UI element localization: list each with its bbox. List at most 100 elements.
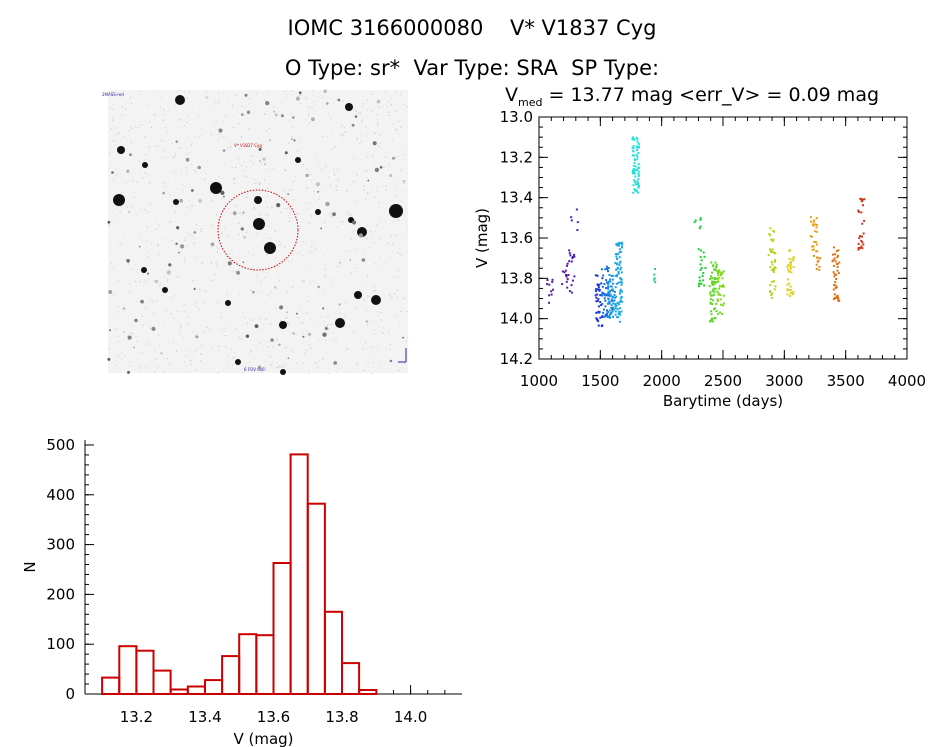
data-point	[771, 248, 774, 251]
noise-dot	[395, 234, 397, 236]
noise-dot	[376, 121, 379, 123]
data-point	[551, 280, 554, 283]
noise-dot	[270, 240, 272, 242]
data-point	[709, 275, 712, 278]
data-point	[599, 301, 602, 304]
noise-dot	[113, 295, 115, 297]
data-point	[609, 278, 612, 281]
noise-dot	[390, 296, 392, 298]
noise-dot	[200, 367, 202, 369]
data-point	[717, 312, 719, 315]
data-point	[615, 295, 618, 298]
noise-dot	[263, 112, 265, 114]
x-tick-label: 3000	[765, 372, 803, 390]
data-point	[615, 268, 618, 271]
noise-dot	[318, 339, 320, 342]
noise-dot	[326, 135, 328, 137]
noise-dot	[211, 225, 213, 227]
faint-star	[218, 128, 223, 133]
data-point	[575, 208, 578, 211]
noise-dot	[361, 121, 363, 123]
noise-dot	[314, 200, 316, 202]
noise-dot	[175, 188, 177, 190]
data-point	[702, 251, 705, 254]
noise-dot	[135, 167, 137, 169]
noise-dot	[252, 162, 254, 164]
noise-dot	[138, 367, 140, 369]
noise-dot	[407, 147, 409, 150]
data-point	[718, 269, 721, 272]
noise-dot	[128, 361, 130, 363]
noise-dot	[178, 147, 180, 149]
noise-dot	[341, 302, 343, 304]
data-point	[774, 285, 777, 288]
noise-dot	[135, 301, 137, 303]
noise-dot	[269, 295, 271, 297]
noise-dot	[330, 244, 332, 246]
noise-dot	[171, 297, 173, 299]
noise-dot	[252, 319, 254, 321]
noise-dot	[376, 186, 379, 188]
noise-dot	[276, 270, 278, 272]
noise-dot	[355, 172, 357, 174]
noise-dot	[327, 112, 329, 115]
data-point	[792, 256, 795, 259]
noise-dot	[405, 159, 407, 161]
noise-dot	[143, 281, 145, 283]
data-point	[712, 290, 715, 292]
noise-dot	[280, 243, 282, 245]
data-point	[618, 300, 621, 303]
data-point	[576, 221, 579, 224]
data-point	[608, 274, 611, 276]
noise-dot	[372, 321, 374, 323]
noise-dot	[240, 257, 242, 259]
noise-dot	[126, 246, 128, 248]
noise-dot	[250, 350, 252, 352]
noise-dot	[291, 261, 293, 263]
noise-dot	[359, 132, 361, 134]
data-point	[611, 274, 614, 277]
faint-star	[389, 174, 393, 178]
noise-dot	[252, 142, 254, 144]
noise-dot	[310, 224, 312, 227]
data-point	[861, 247, 864, 250]
y-tick-label: 0	[65, 685, 75, 703]
noise-dot	[121, 311, 124, 313]
noise-dot	[309, 311, 311, 313]
noise-dot	[279, 244, 281, 246]
noise-dot	[116, 347, 118, 349]
noise-dot	[115, 173, 117, 176]
noise-dot	[374, 291, 376, 293]
noise-dot	[145, 183, 147, 185]
star	[142, 162, 148, 168]
noise-dot	[117, 207, 119, 209]
noise-dot	[371, 189, 373, 192]
noise-dot	[219, 227, 221, 229]
noise-dot	[234, 182, 236, 185]
noise-dot	[269, 330, 271, 332]
noise-dot	[145, 307, 147, 310]
noise-dot	[377, 275, 379, 278]
noise-dot	[138, 161, 140, 163]
noise-dot	[321, 315, 323, 317]
data-point	[836, 294, 839, 297]
noise-dot	[146, 280, 148, 282]
noise-dot	[124, 286, 126, 288]
noise-dot	[268, 225, 270, 227]
histogram-bar	[306, 502, 326, 696]
noise-dot	[296, 109, 298, 111]
noise-dot	[119, 139, 121, 141]
data-point	[653, 273, 656, 276]
noise-dot	[177, 276, 179, 278]
data-point	[605, 314, 608, 317]
noise-dot	[203, 225, 206, 227]
noise-dot	[130, 141, 132, 143]
noise-dot	[365, 126, 367, 128]
faint-star	[191, 189, 194, 192]
noise-dot	[398, 219, 400, 221]
data-point	[773, 288, 776, 291]
noise-dot	[159, 260, 162, 262]
data-point	[606, 309, 608, 312]
noise-dot	[264, 113, 266, 115]
noise-dot	[124, 183, 126, 185]
